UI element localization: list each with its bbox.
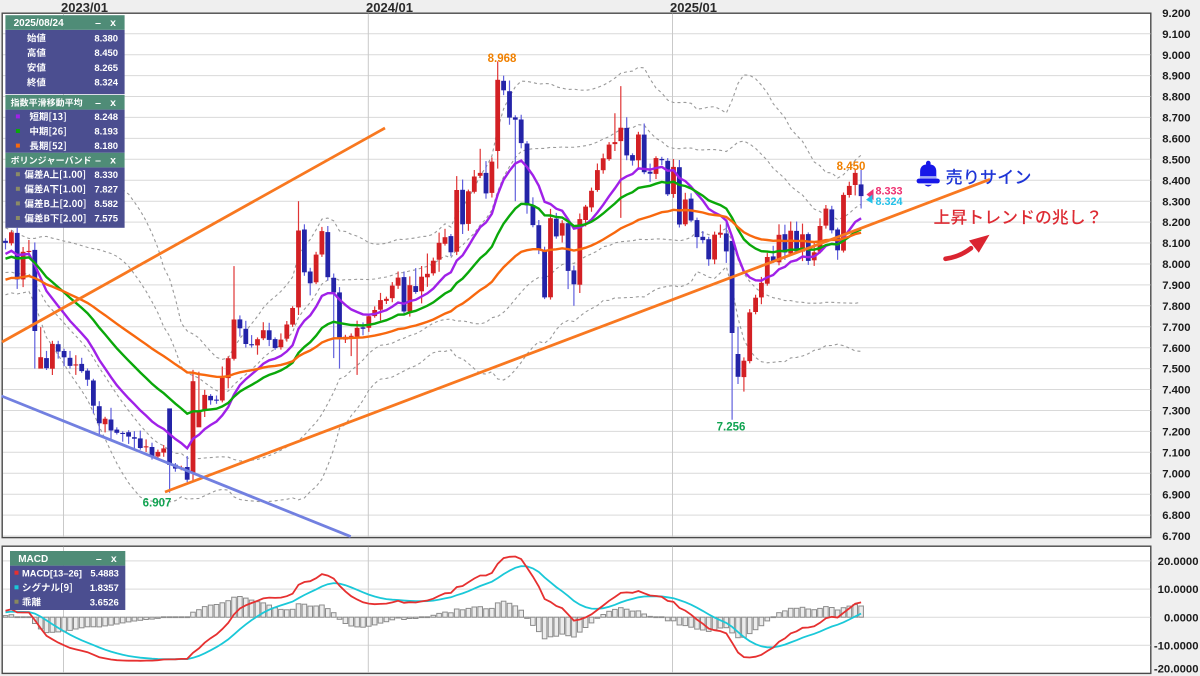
svg-text:6.800: 6.800	[1162, 510, 1190, 522]
svg-text:8.333: 8.333	[876, 186, 903, 198]
svg-text:7.000: 7.000	[1162, 468, 1190, 480]
svg-text:8.180: 8.180	[94, 141, 118, 152]
svg-text:8.330: 8.330	[94, 170, 118, 181]
svg-text:2025/08/24: 2025/08/24	[14, 18, 64, 29]
svg-text:7.575: 7.575	[94, 214, 118, 225]
svg-text:–: –	[95, 97, 101, 109]
svg-text:8.500: 8.500	[1162, 154, 1190, 166]
svg-text:6.900: 6.900	[1162, 489, 1190, 501]
svg-text:7.500: 7.500	[1162, 364, 1190, 376]
svg-text:1.8357: 1.8357	[90, 583, 119, 594]
svg-text:8.200: 8.200	[1162, 217, 1190, 229]
svg-text:8.800: 8.800	[1162, 92, 1190, 104]
svg-text:9.200: 9.200	[1162, 8, 1190, 20]
svg-text:–: –	[95, 155, 101, 167]
svg-text:8.700: 8.700	[1162, 113, 1190, 125]
svg-text:8.324: 8.324	[876, 196, 903, 208]
svg-text:8.324: 8.324	[94, 78, 118, 89]
svg-text:x: x	[110, 97, 116, 109]
svg-text:7.400: 7.400	[1162, 385, 1190, 397]
svg-text:20.0000: 20.0000	[1158, 556, 1199, 568]
svg-text:9.100: 9.100	[1162, 29, 1190, 41]
svg-text:8.400: 8.400	[1162, 175, 1190, 187]
svg-text:7.600: 7.600	[1162, 343, 1190, 355]
svg-text:8.900: 8.900	[1162, 71, 1190, 83]
svg-text:7.827: 7.827	[94, 184, 118, 195]
svg-text:x: x	[110, 17, 116, 29]
svg-text:-10.0000: -10.0000	[1154, 640, 1199, 652]
svg-text:7.100: 7.100	[1162, 447, 1190, 459]
svg-text:–: –	[96, 553, 102, 565]
svg-text:x: x	[111, 553, 117, 565]
svg-text:-20.0000: -20.0000	[1154, 664, 1199, 676]
svg-text:0.0000: 0.0000	[1164, 612, 1199, 624]
svg-text:8.300: 8.300	[1162, 196, 1190, 208]
svg-text:7.256: 7.256	[717, 422, 746, 434]
svg-text:6.700: 6.700	[1162, 531, 1190, 543]
svg-text:2023/01: 2023/01	[61, 0, 108, 15]
svg-text:2024/01: 2024/01	[366, 0, 413, 15]
svg-text:8.000: 8.000	[1162, 259, 1190, 271]
svg-text:MACD[13–26]: MACD[13–26]	[22, 568, 82, 578]
svg-text:8.193: 8.193	[94, 127, 118, 138]
svg-text:2025/01: 2025/01	[670, 0, 717, 15]
svg-text:8.450: 8.450	[837, 161, 866, 173]
svg-text:8.265: 8.265	[94, 63, 118, 74]
svg-text:6.907: 6.907	[143, 498, 172, 510]
svg-text:3.6526: 3.6526	[90, 597, 119, 608]
svg-text:7.700: 7.700	[1162, 322, 1190, 334]
svg-text:7.300: 7.300	[1162, 406, 1190, 418]
svg-text:MACD: MACD	[18, 554, 48, 565]
svg-text:–: –	[95, 17, 101, 29]
svg-text:7.900: 7.900	[1162, 280, 1190, 292]
svg-text:9.000: 9.000	[1162, 50, 1190, 62]
svg-text:8.450: 8.450	[94, 48, 118, 59]
svg-text:7.800: 7.800	[1162, 301, 1190, 313]
svg-text:x: x	[110, 155, 116, 167]
svg-text:8.582: 8.582	[94, 199, 118, 210]
svg-text:8.600: 8.600	[1162, 134, 1190, 146]
svg-text:8.248: 8.248	[94, 112, 118, 123]
svg-text:7.200: 7.200	[1162, 427, 1190, 439]
svg-text:8.380: 8.380	[94, 33, 118, 44]
svg-text:8.100: 8.100	[1162, 238, 1190, 250]
svg-text:5.4883: 5.4883	[90, 568, 118, 578]
svg-text:8.968: 8.968	[488, 53, 517, 65]
svg-text:10.0000: 10.0000	[1158, 584, 1199, 596]
